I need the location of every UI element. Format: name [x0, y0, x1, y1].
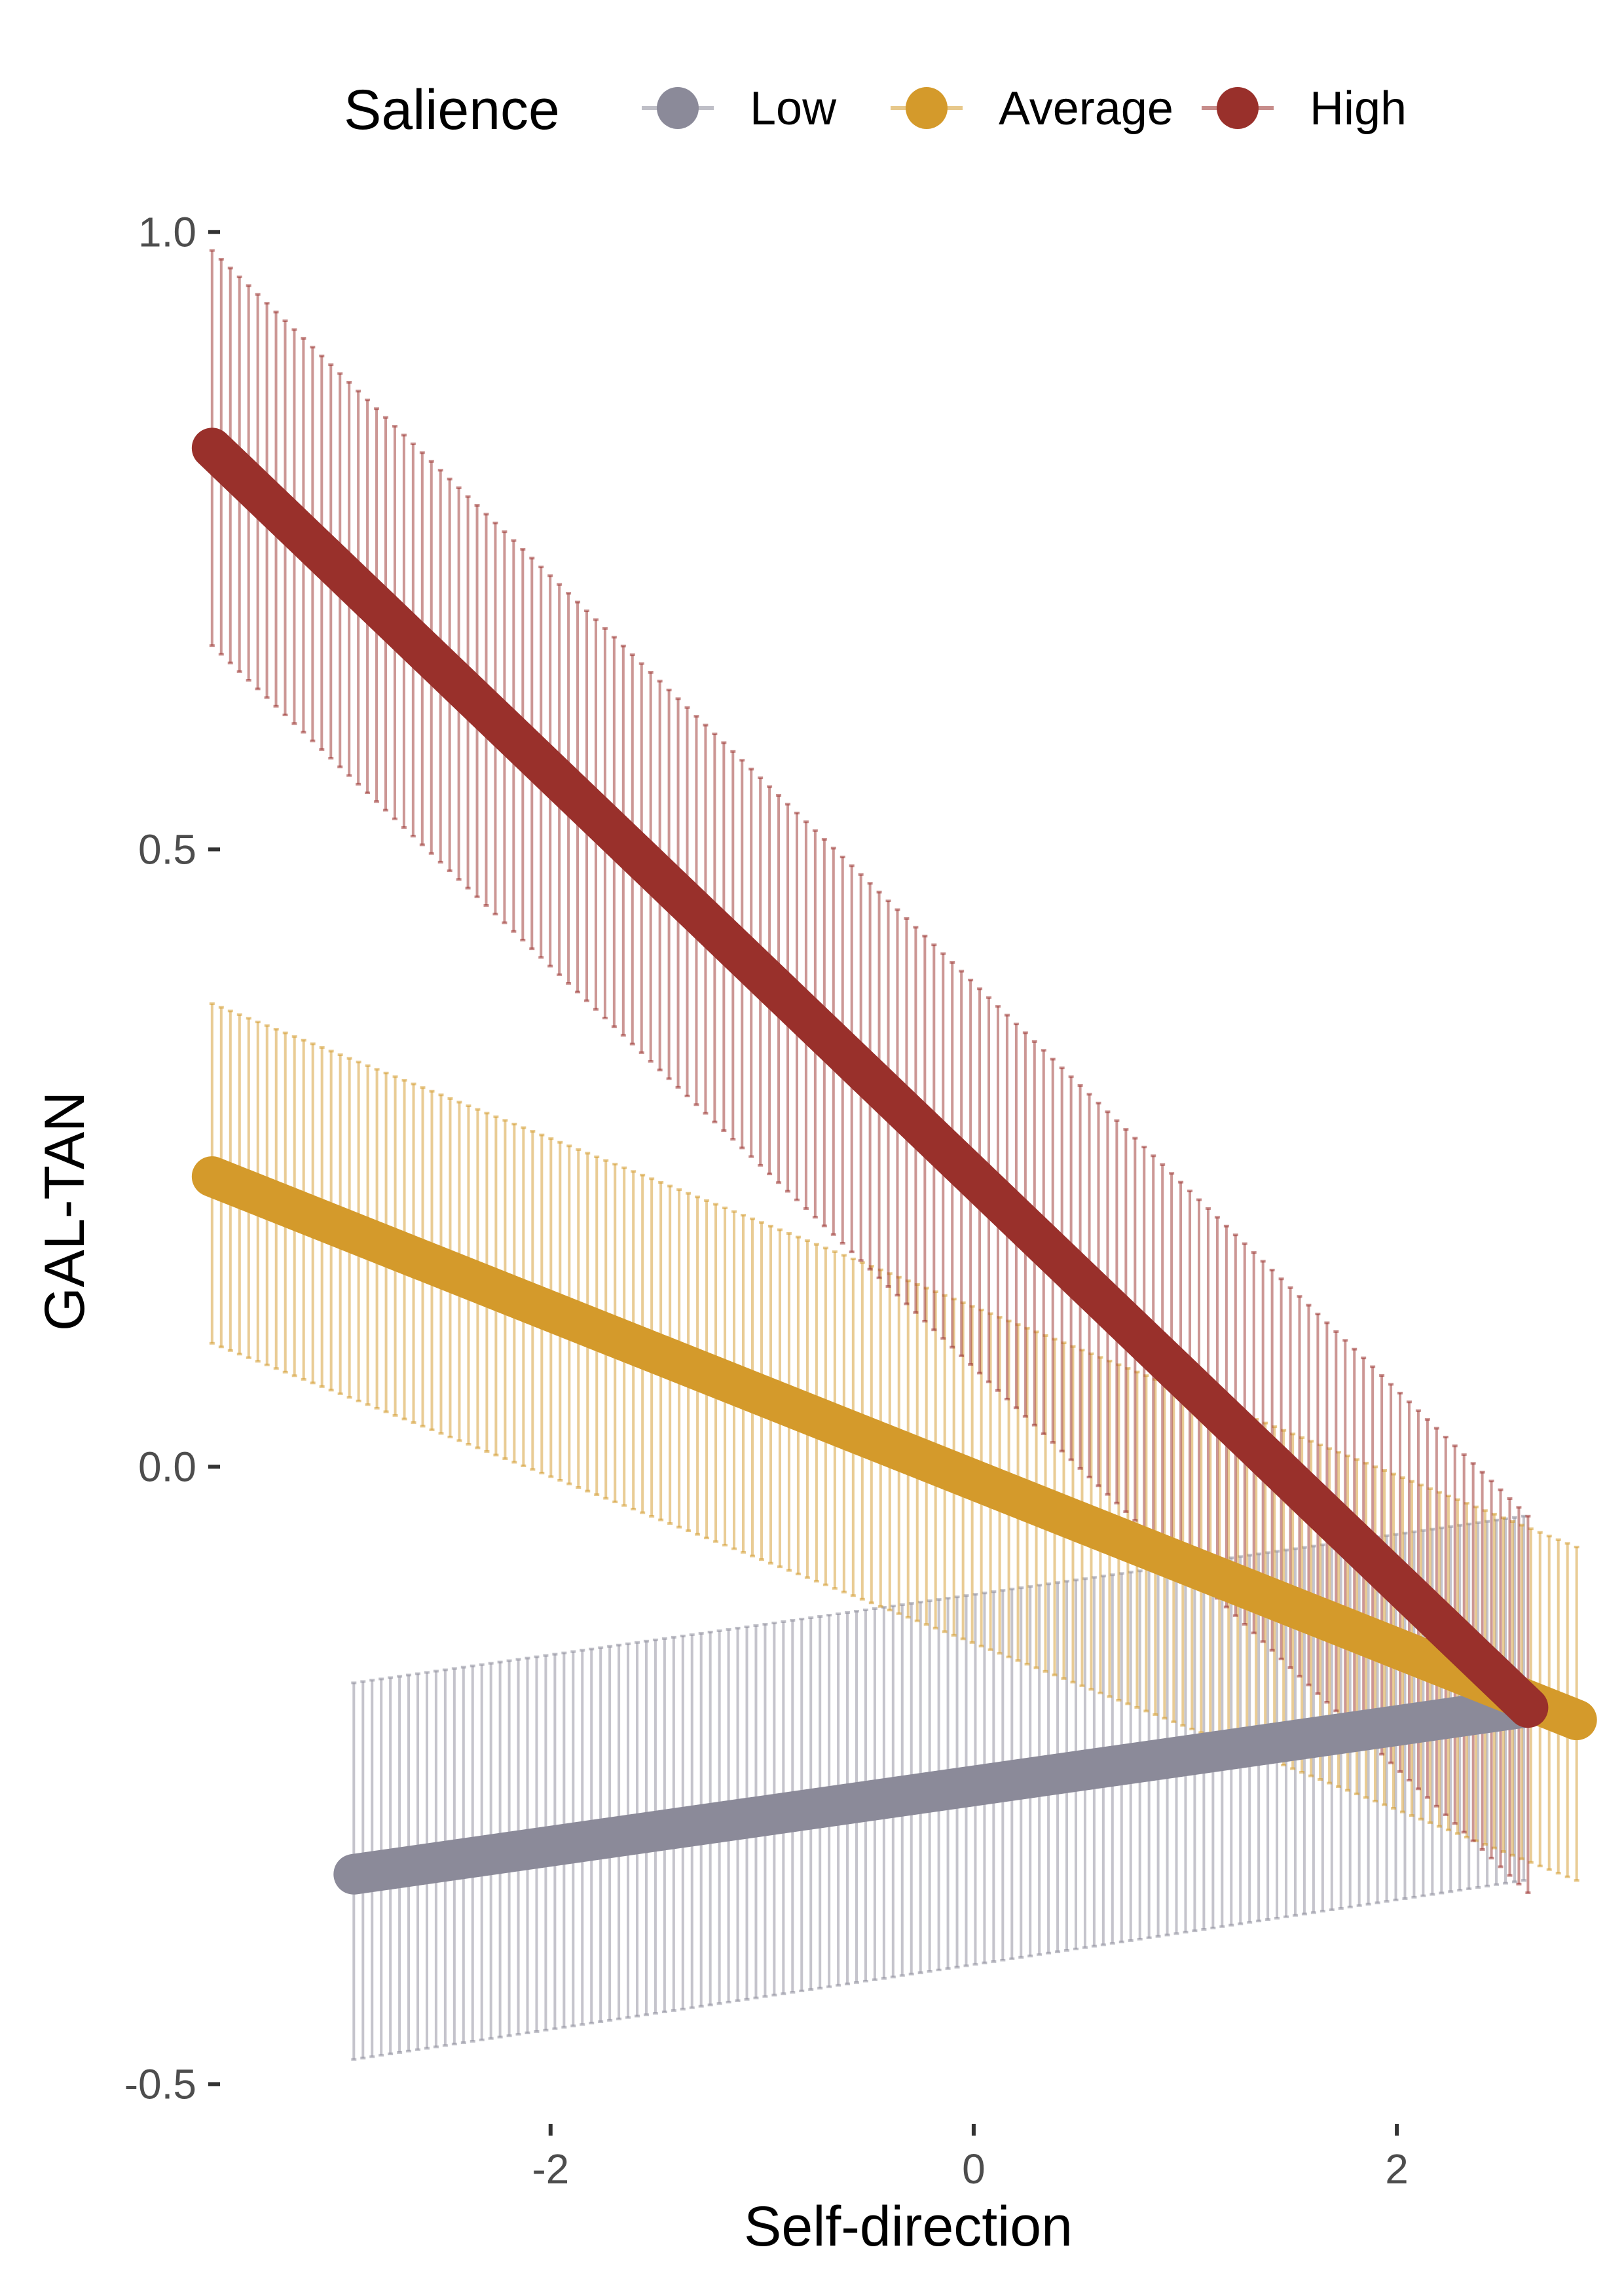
legend-key-marker	[657, 87, 699, 129]
legend-entry-high: High	[1202, 82, 1407, 135]
y-tick-label: 0.0	[138, 1443, 196, 1490]
x-tick-label: 0	[962, 2145, 986, 2193]
legend: Salience Low Average High	[344, 79, 1407, 141]
legend-key-marker	[906, 87, 948, 129]
legend-entry-low: Low	[642, 82, 837, 135]
x-tick-label: 2	[1385, 2145, 1409, 2193]
x-axis-title: Self-direction	[744, 2195, 1073, 2258]
legend-entry-average: Average	[891, 82, 1173, 135]
y-axis-title: GAL-TAN	[33, 1091, 96, 1331]
series-line-high	[191, 428, 1549, 1728]
series-line-average	[191, 1156, 1597, 1741]
fitted-lines	[191, 428, 1597, 1895]
series-line-low	[333, 1687, 1544, 1895]
legend-key-marker	[1217, 87, 1259, 129]
x-tick-label: -2	[532, 2145, 569, 2193]
legend-label: Low	[750, 82, 837, 135]
y-tick-label: 1.0	[138, 208, 196, 255]
y-tick-label: -0.5	[124, 2060, 196, 2107]
legend-label: High	[1310, 82, 1407, 135]
legend-title: Salience	[344, 79, 560, 141]
legend-label: Average	[999, 82, 1173, 135]
axes: GAL-TAN Self-direction -0.5 0.0 0.5 1.0 -2 0 2	[33, 208, 1409, 2258]
y-tick-label: 0.5	[138, 826, 196, 873]
